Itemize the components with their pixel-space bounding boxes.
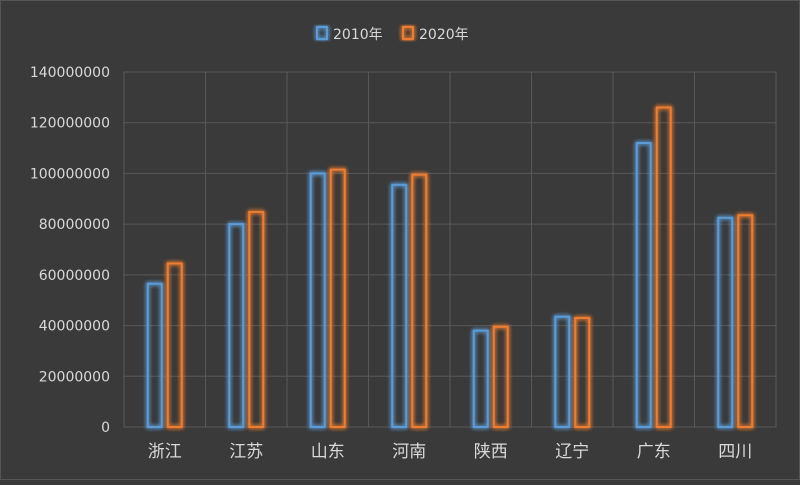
x-tick-label: 浙江 [148,442,182,462]
x-tick-label: 江苏 [229,442,263,462]
bar-series1-6 [635,142,652,428]
bar-series2-5 [574,316,591,429]
bar-series1-3 [391,183,408,428]
y-axis-ticks: 0 20000000 40000000 60000000 80000000 1000000… [30,65,110,436]
x-tick-label: 山东 [311,442,345,462]
legend-label: 2020年 [419,27,469,43]
x-tick-label: 广东 [637,442,671,462]
bar-series2-1 [248,210,265,428]
legend-label: 2010年 [333,27,383,43]
bar-series1-2 [309,172,326,428]
legend-swatch [316,26,328,40]
legend-swatch [402,26,414,40]
y-tick-label: 20000000 [39,369,110,385]
y-tick-label: 80000000 [39,217,110,233]
bar-series2-3 [411,173,428,428]
y-tick-label: 100000000 [30,166,110,182]
x-tick-label: 陕西 [474,442,508,462]
bar-series1-1 [228,223,245,428]
x-tick-label: 四川 [718,442,752,462]
bar-series1-0 [146,282,163,428]
bar-series2-0 [166,262,183,429]
bar-series2-6 [655,106,672,428]
bar-series1-7 [717,216,734,428]
gridlines [123,71,777,428]
bar-series1-4 [472,329,489,428]
bars [146,106,754,429]
legend: 2010年 2020年 [316,26,469,43]
bar-series2-2 [329,168,346,428]
y-tick-label: 120000000 [30,116,110,132]
y-tick-label: 0 [101,420,110,436]
x-tick-label: 河南 [392,442,426,462]
bar-series2-4 [492,325,509,429]
x-tick-label: 辽宁 [555,442,589,462]
bar-series2-7 [737,214,754,428]
y-tick-label: 60000000 [39,268,110,284]
y-tick-label: 140000000 [30,65,110,81]
x-axis-ticks: 浙江 江苏 山东 河南 陕西 辽宁 广东 四川 [148,442,753,462]
bar-series1-5 [554,315,571,429]
y-tick-label: 40000000 [39,319,110,335]
